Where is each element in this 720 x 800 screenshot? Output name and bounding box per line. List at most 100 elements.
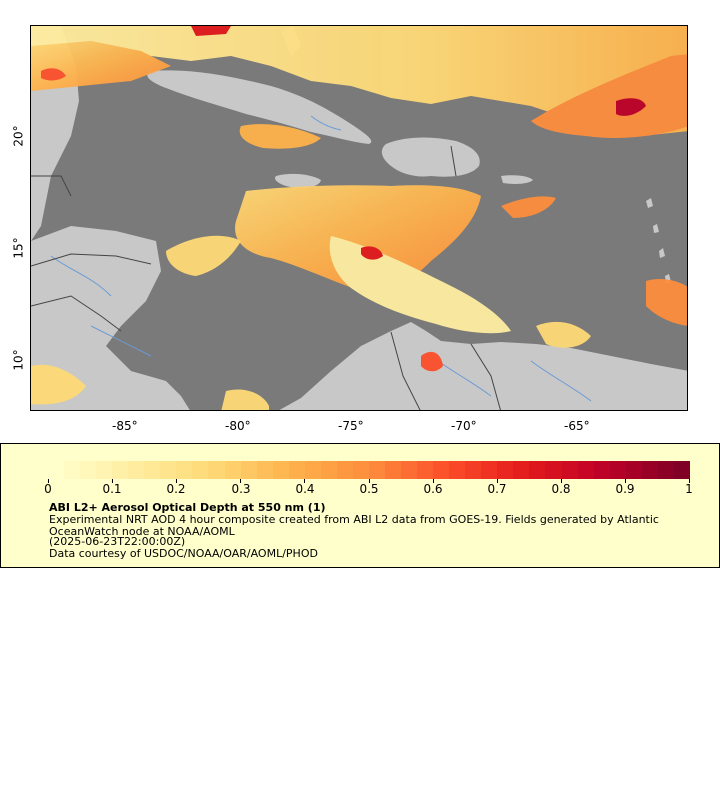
colorbar-cell <box>256 461 273 479</box>
aod-plume-dark-north <box>191 26 231 36</box>
colorbar-cell <box>160 461 177 479</box>
colorbar-cell <box>577 461 594 479</box>
colorbar-cell <box>336 461 353 479</box>
colorbar-cell <box>593 461 610 479</box>
y-tick-label: 15° <box>11 237 26 259</box>
colorbar-cell <box>96 461 113 479</box>
land-honduras-nicaragua <box>31 226 190 410</box>
colorbar-tick-label: 0.5 <box>359 482 379 496</box>
colorbar-cell <box>304 461 321 479</box>
colorbar-cell <box>352 461 369 479</box>
colorbar-cell <box>288 461 305 479</box>
colorbar-cell <box>176 461 193 479</box>
colorbar-tick-label: 0.6 <box>423 482 443 496</box>
aod-plume-south-central <box>221 389 269 410</box>
colorbar-cell <box>240 461 257 479</box>
colorbar-tick-mark <box>240 479 242 483</box>
colorbar-cell <box>673 461 690 479</box>
colorbar-cell <box>497 461 514 479</box>
colorbar-cell <box>112 461 129 479</box>
x-tick-label: -75° <box>338 419 364 433</box>
colorbar-cell <box>529 461 546 479</box>
aod-field <box>31 26 687 410</box>
colorbar-tick-mark <box>48 479 49 483</box>
land-jamaica <box>275 173 321 188</box>
x-tick-label: -70° <box>451 419 477 433</box>
colorbar-cell <box>465 461 482 479</box>
colorbar-cell <box>208 461 225 479</box>
colorbar-tick-mark <box>112 479 114 483</box>
colorbar-tick-mark <box>176 479 178 483</box>
aod-plume-southwest <box>31 364 86 405</box>
land-lesser-antilles <box>646 198 671 284</box>
colorbar-tick-label: 0.2 <box>166 482 186 496</box>
aod-plume-east-band <box>501 196 556 218</box>
legend-credit: Data courtesy of USDOC/NOAA/OAR/AOML/PHO… <box>49 547 318 560</box>
colorbar-cell <box>192 461 209 479</box>
colorbar-cell <box>48 461 65 479</box>
aod-plume-maracaibo <box>421 351 443 372</box>
colorbar-cell <box>625 461 642 479</box>
colorbar-cell <box>545 461 562 479</box>
colorbar-cell <box>481 461 498 479</box>
colorbar-tick-mark <box>432 479 434 483</box>
land-hispaniola <box>381 137 480 177</box>
legend-description: Experimental NRT AOD 4 hour composite cr… <box>49 513 659 538</box>
land-puerto-rico <box>501 175 533 184</box>
colorbar-tick-label: 0.1 <box>102 482 122 496</box>
colorbar-tick-mark <box>304 479 306 483</box>
colorbar-tick-label: 0.4 <box>295 482 315 496</box>
colorbar-cell <box>513 461 530 479</box>
colorbar-cell <box>128 461 145 479</box>
colorbar-cell <box>80 461 97 479</box>
aod-plume-west <box>166 235 241 276</box>
colorbar-cell <box>224 461 241 479</box>
y-tick-label: 10° <box>11 349 26 371</box>
colorbar <box>48 461 690 479</box>
colorbar-tick-label: 0.8 <box>551 482 571 496</box>
aod-plume-central-south <box>329 236 511 334</box>
aod-plume-central <box>235 185 481 292</box>
colorbar-cell <box>384 461 402 479</box>
aod-plume-far-east <box>646 279 687 326</box>
colorbar-cell <box>64 461 81 479</box>
colorbar-cell <box>609 461 626 479</box>
aod-plume-dark-central <box>361 246 383 260</box>
y-tick-label: 20° <box>11 125 26 147</box>
colorbar-cell <box>657 461 674 479</box>
colorbar-tick-label: 1 <box>685 482 693 496</box>
colorbar-tick-mark <box>624 479 626 483</box>
colorbar-tick-mark <box>496 479 498 483</box>
colorbar-tick-mark <box>560 479 562 483</box>
legend-title: ABI L2+ Aerosol Optical Depth at 550 nm … <box>49 501 326 514</box>
colorbar-tick-label: 0.7 <box>487 482 507 496</box>
colorbar-cell <box>641 461 658 479</box>
colorbar-tick-mark <box>368 479 370 483</box>
colorbar-cell <box>401 461 418 479</box>
x-tick-label: -85° <box>112 419 138 433</box>
legend-panel: 0 0.1 0.2 0.3 0.4 0.5 0.6 0.7 0.8 0.9 1 … <box>0 443 720 568</box>
colorbar-cell <box>561 461 578 479</box>
x-tick-label: -80° <box>225 419 251 433</box>
colorbar-tick-label: 0.9 <box>615 482 635 496</box>
colorbar-tick-label: 0.3 <box>231 482 251 496</box>
colorbar-cell <box>320 461 337 479</box>
aod-plume-northeast <box>531 54 687 138</box>
colorbar-cell <box>272 461 289 479</box>
colorbar-cell <box>417 461 434 479</box>
colorbar-cell <box>433 461 450 479</box>
aod-plume-north <box>31 26 687 136</box>
land-cuba <box>147 70 372 144</box>
aod-map <box>30 25 688 411</box>
colorbar-tick-label: 0 <box>44 482 52 496</box>
aod-plume-dark-ne <box>616 98 646 116</box>
aod-plume-south-east <box>536 321 591 348</box>
x-tick-label: -65° <box>564 419 590 433</box>
colorbar-cell <box>368 461 385 479</box>
aod-plume-dark-west <box>41 68 66 81</box>
aod-plume-cuba <box>239 124 321 149</box>
colorbar-tick-mark <box>689 479 690 483</box>
land-south-america <box>279 322 687 410</box>
legend-timestamp: (2025-06-23T22:00:00Z) <box>49 535 186 548</box>
colorbar-cell <box>144 461 161 479</box>
